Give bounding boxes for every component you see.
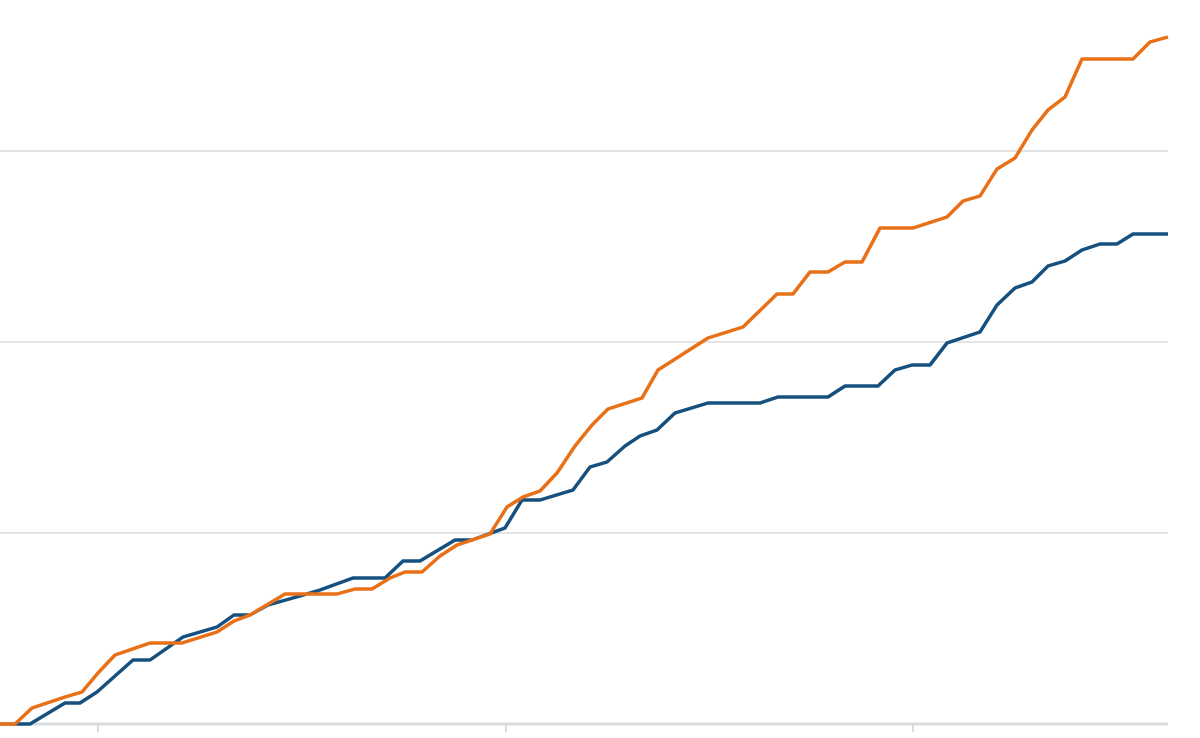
data-line bbox=[0, 232, 1168, 726]
data-line bbox=[0, 35, 1169, 726]
